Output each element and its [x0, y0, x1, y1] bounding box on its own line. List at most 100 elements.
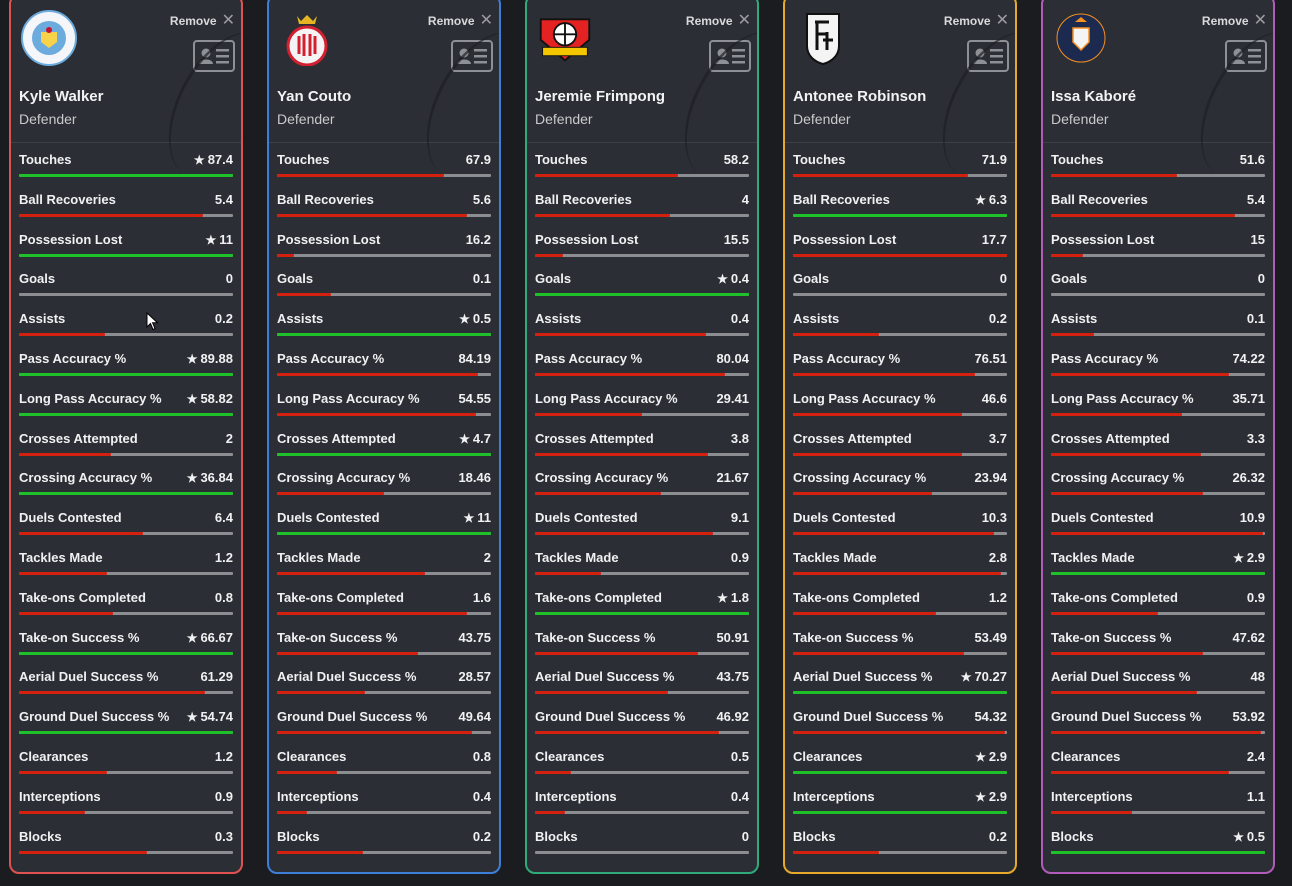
stat-value: 1.6	[472, 589, 491, 605]
stat-value-wrap: 1.1	[1247, 789, 1265, 804]
stat-value: 0.3	[214, 828, 233, 844]
stat-row: Blocks 0.3	[11, 820, 241, 860]
stat-label: Goals	[19, 271, 56, 287]
stat-bar-fill	[19, 810, 86, 814]
stat-bar-fill	[793, 412, 963, 416]
star-icon: ★	[975, 192, 986, 207]
stat-value: 16.2	[465, 231, 491, 247]
stat-value: 0.8	[214, 589, 233, 605]
stat-row: Take-ons Completed 0.9	[1043, 581, 1273, 621]
remove-player-button[interactable]: Remove ✕	[686, 13, 751, 29]
stat-bar-fill	[1051, 571, 1265, 575]
stat-value: 1.2	[988, 589, 1007, 605]
stat-label: Clearances	[793, 748, 863, 764]
stat-value-wrap: 0.1	[473, 271, 491, 286]
stat-bar-track	[535, 532, 749, 536]
stat-value: 2.8	[988, 549, 1007, 565]
player-card-header: Remove ✕ Antonee Robinson Defender	[785, 0, 1015, 143]
stat-bar-track	[19, 412, 233, 416]
stat-bar-track	[19, 532, 233, 536]
stat-value-wrap: 0.8	[473, 749, 491, 764]
stat-value-wrap: ★ 58.82	[187, 391, 233, 406]
stat-value-wrap: 61.29	[200, 669, 233, 684]
stat-bar-track	[1051, 492, 1265, 496]
remove-label: Remove	[943, 14, 991, 28]
stat-bar-fill	[793, 810, 1007, 814]
stat-value: 54.74	[200, 709, 233, 725]
stat-row: Take-on Success % 47.62	[1043, 621, 1273, 661]
stat-row: Crosses Attempted ★ 4.7	[269, 422, 499, 462]
stat-bar-track	[793, 810, 1007, 814]
stat-value: 87.4	[207, 152, 233, 167]
player-card-header: Remove ✕ Kyle Walker Defender	[11, 0, 241, 143]
stat-label: Take-ons Completed	[1051, 589, 1178, 605]
stat-bar-track	[277, 731, 491, 735]
stat-row: Tackles Made 0.9	[527, 541, 757, 581]
stat-row: Touches 58.2	[527, 143, 757, 183]
stat-label: Possession Lost	[19, 231, 123, 247]
stat-value-wrap: 3.7	[989, 431, 1007, 446]
stat-value: 53.49	[974, 629, 1007, 645]
stat-bar-track	[277, 770, 491, 774]
stat-label: Interceptions	[793, 788, 875, 804]
stat-label: Possession Lost	[793, 231, 897, 247]
stat-bar-fill	[19, 532, 144, 536]
stat-value-wrap: ★ 87.4	[194, 152, 233, 167]
stat-value: 58.82	[200, 390, 233, 406]
stat-row: Long Pass Accuracy % 46.6	[785, 382, 1015, 422]
player-card: Remove ✕ Jeremie Frimpong Defender Touch…	[525, 0, 759, 874]
stat-value: 89.88	[200, 350, 233, 366]
stat-value-wrap: 43.75	[458, 630, 491, 645]
stat-bar-track	[793, 611, 1007, 615]
stat-bar-track	[793, 412, 1007, 416]
stat-value-wrap: 51.6	[1240, 152, 1265, 167]
stat-row: Take-ons Completed 0.8	[11, 581, 241, 621]
stat-row: Blocks 0.2	[269, 820, 499, 860]
stat-value: 2.4	[1246, 748, 1265, 764]
remove-player-button[interactable]: Remove ✕	[428, 13, 493, 29]
stat-bar-track	[535, 412, 749, 416]
stat-label: Crossing Accuracy %	[535, 470, 669, 486]
stat-bar-track	[1051, 174, 1265, 177]
player-profile-card-icon[interactable]	[451, 40, 493, 72]
player-profile-card-icon[interactable]	[967, 40, 1009, 72]
stat-label: Clearances	[277, 748, 347, 764]
stat-row: Possession Lost 15.5	[527, 223, 757, 263]
remove-player-button[interactable]: Remove ✕	[944, 13, 1009, 29]
player-profile-card-icon[interactable]	[193, 40, 235, 72]
stat-bar-track	[19, 174, 233, 177]
stat-row: Long Pass Accuracy % ★ 58.82	[11, 382, 241, 422]
stat-row: Tackles Made 1.2	[11, 541, 241, 581]
player-profile-card-icon[interactable]	[1225, 40, 1267, 72]
stat-value-wrap: ★ 11	[205, 232, 233, 247]
stat-label: Duels Contested	[1051, 510, 1154, 526]
stat-bar-track	[19, 452, 233, 456]
stat-bar-fill	[535, 174, 679, 177]
stat-bar-fill	[277, 253, 295, 257]
stat-row: Take-on Success % 50.91	[527, 621, 757, 661]
stat-value: 0.2	[214, 311, 233, 327]
stat-bar-track	[19, 492, 233, 496]
stat-bar-track	[277, 691, 491, 695]
stat-row: Take-ons Completed ★ 1.8	[527, 581, 757, 621]
stat-label: Take-ons Completed	[535, 589, 662, 605]
stat-bar-fill	[1051, 691, 1197, 695]
stat-label: Take-on Success %	[19, 629, 140, 645]
stat-row: Tackles Made ★ 2.9	[1043, 541, 1273, 581]
stat-row: Aerial Duel Success % ★ 70.27	[785, 660, 1015, 700]
stat-value-wrap: 49.64	[458, 709, 491, 724]
player-profile-card-icon[interactable]	[709, 40, 751, 72]
stat-value: 3.7	[988, 430, 1007, 446]
remove-player-button[interactable]: Remove ✕	[170, 13, 235, 29]
stat-row: Clearances 0.8	[269, 740, 499, 780]
stat-value-wrap: 0	[1258, 271, 1265, 286]
stat-bar-fill	[277, 372, 479, 376]
stat-label: Take-ons Completed	[277, 589, 404, 605]
stat-value: 67.9	[465, 152, 491, 167]
stat-bar-track	[793, 174, 1007, 177]
stat-bar-track	[535, 731, 749, 735]
stat-value-wrap: 0	[1000, 271, 1007, 286]
stat-bar-track	[277, 452, 491, 456]
stat-label: Assists	[793, 311, 840, 327]
remove-player-button[interactable]: Remove ✕	[1202, 13, 1267, 29]
